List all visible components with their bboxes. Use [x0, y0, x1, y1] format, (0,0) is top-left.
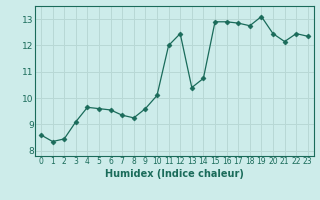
X-axis label: Humidex (Indice chaleur): Humidex (Indice chaleur): [105, 169, 244, 179]
